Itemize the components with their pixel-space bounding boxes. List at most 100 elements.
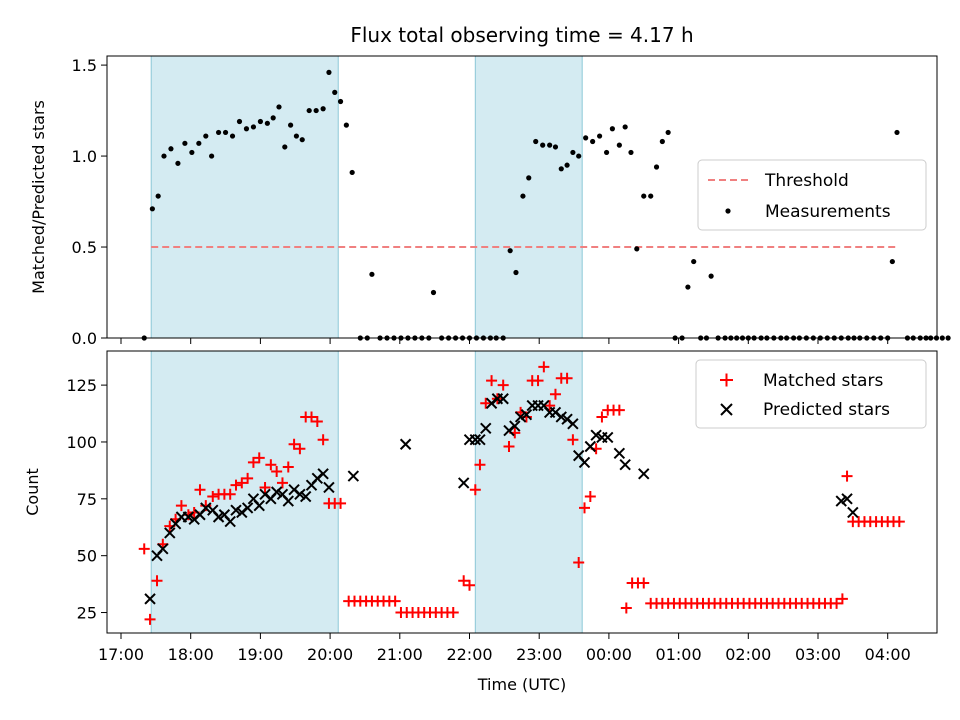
- predicted-point: [474, 433, 486, 446]
- x-axis-label: Time (UTC): [477, 675, 566, 694]
- y-tick-label: 75: [77, 490, 97, 509]
- measurement-point: [609, 126, 615, 132]
- measurement-point: [222, 129, 229, 136]
- measurement-point: [326, 69, 332, 75]
- matched-point: [497, 379, 509, 391]
- matched-point: [253, 452, 265, 464]
- measurement-point: [513, 269, 519, 276]
- measurement-point: [552, 144, 559, 150]
- matched-point: [288, 438, 300, 450]
- measurement-point: [270, 115, 276, 121]
- legend-matched-swatch: [720, 373, 733, 387]
- measurement-point: [243, 126, 250, 132]
- measurement-point: [597, 133, 603, 139]
- matched-point: [486, 375, 498, 387]
- predicted-point: [253, 499, 265, 512]
- matched-point: [447, 607, 459, 619]
- measurement-point: [939, 335, 945, 341]
- matched-point: [579, 502, 591, 514]
- top-shaded-intervals: [150, 55, 583, 339]
- measurement-point: [547, 142, 553, 148]
- matched-point: [207, 491, 219, 503]
- measurement-point: [945, 335, 951, 341]
- bottom-axes-frame: [106, 350, 938, 634]
- predicted-point: [469, 433, 482, 446]
- matched-point: [236, 477, 248, 489]
- legend-predicted-label: Predicted stars: [763, 400, 890, 420]
- measurement-point: [306, 107, 312, 114]
- matched-point: [474, 459, 486, 471]
- x-tick-label: 21:00: [377, 645, 423, 664]
- predicted-point: [567, 418, 579, 430]
- y-tick-label: 0.5: [72, 238, 97, 257]
- matched-point: [175, 500, 187, 512]
- measurement-point: [196, 140, 202, 146]
- predicted-point: [555, 411, 567, 423]
- measurement-point: [229, 133, 236, 139]
- shaded-interval: [474, 55, 583, 339]
- matched-point: [458, 575, 470, 587]
- matched-point: [841, 470, 853, 482]
- predicted-point: [514, 411, 527, 423]
- bottom-panel: 25 50 75 100 125 17:00 18:00 19:00 20:00 21:00 22…: [23, 350, 938, 694]
- predicted-point: [200, 502, 212, 514]
- measurement-point: [576, 153, 582, 159]
- x-tick-label: 04:00: [865, 645, 911, 664]
- x-tick-label: 22:00: [446, 645, 492, 664]
- predicted-point: [584, 440, 597, 453]
- measurement-point: [349, 169, 355, 176]
- matched-point: [311, 416, 323, 427]
- predicted-point: [457, 477, 470, 489]
- measurement-point: [634, 246, 640, 252]
- matched-point: [561, 372, 573, 384]
- y-tick-label: 25: [77, 604, 97, 623]
- legend-measurements-swatch: [725, 208, 731, 214]
- matched-point: [549, 388, 561, 400]
- predicted-point: [638, 468, 650, 480]
- predicted-point: [230, 504, 242, 516]
- measurement-point: [320, 106, 326, 112]
- matched-point: [224, 488, 236, 500]
- matched-point: [480, 397, 492, 409]
- matched-point: [335, 497, 347, 509]
- measurement-point: [659, 138, 665, 145]
- measurement-point: [332, 89, 338, 95]
- bottom-x-ticks: 17:00 18:00 19:00 20:00 21:00 22:00 23:00 00:00…: [98, 633, 911, 664]
- bottom-shaded-intervals: [150, 350, 583, 634]
- matched-point: [613, 404, 625, 416]
- predicted-point: [613, 447, 626, 460]
- predicted-point: [317, 468, 329, 480]
- predicted-point: [520, 408, 533, 421]
- matched-point: [538, 361, 550, 373]
- predicted-point: [224, 515, 236, 528]
- matched-point: [259, 481, 271, 493]
- measurement-point: [708, 273, 714, 279]
- x-tick-label: 23:00: [516, 645, 562, 664]
- predicted-point: [241, 502, 254, 514]
- measurement-point: [215, 129, 222, 136]
- y-tick-label: 125: [66, 376, 97, 395]
- measurement-point: [343, 122, 349, 128]
- matched-point: [138, 543, 150, 555]
- matched-point: [265, 459, 277, 471]
- measurement-point: [293, 133, 300, 139]
- measurement-point: [288, 122, 294, 128]
- measurement-point: [685, 284, 691, 290]
- matched-point: [596, 411, 608, 423]
- predicted-point: [347, 470, 360, 482]
- predicted-point: [399, 438, 412, 450]
- legend-predicted-swatch: [720, 403, 733, 416]
- measurement-point: [583, 135, 589, 141]
- measurement-point: [189, 149, 195, 156]
- measurement-point: [665, 129, 671, 136]
- predicted-point: [480, 422, 492, 435]
- measurement-point: [526, 175, 532, 181]
- matched-point: [620, 602, 632, 614]
- top-panel: 0.0 0.5 1.0 1.5 Matched/Predicted stars Thr…: [29, 55, 951, 348]
- legend-matched-label: Matched stars: [763, 371, 883, 391]
- matched-point: [584, 491, 596, 503]
- predicted-point: [270, 486, 283, 498]
- predicted-point: [619, 459, 631, 471]
- bottom-legend: Matched stars Predicted stars: [695, 359, 927, 429]
- predicted-point: [602, 431, 614, 444]
